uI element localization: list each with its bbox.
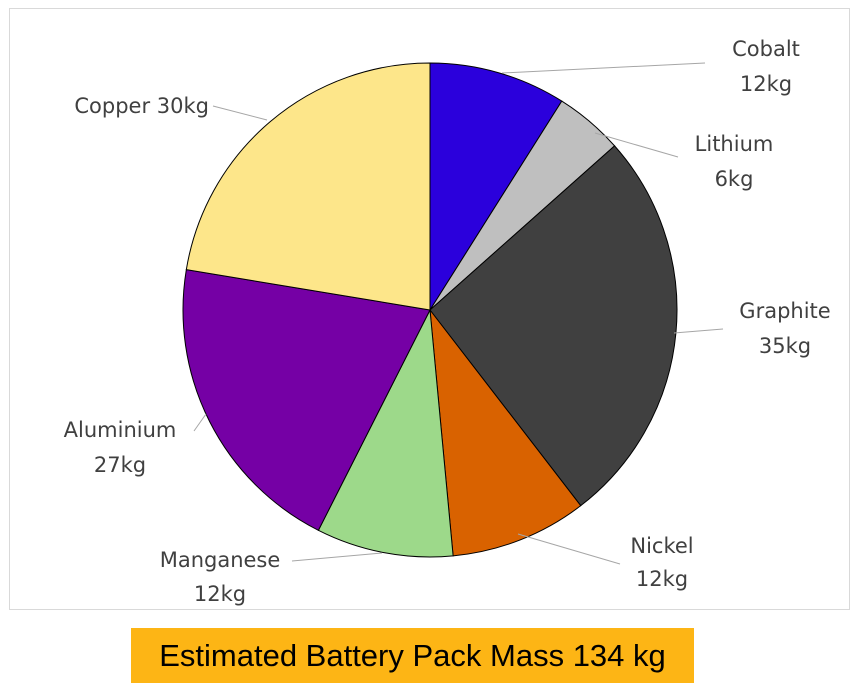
slice-label-copper: Copper 30kg	[74, 94, 209, 118]
slice-label-aluminium: Aluminium	[64, 418, 177, 442]
chart-title-box: Estimated Battery Pack Mass 134 kg	[131, 628, 694, 683]
slice-value-lithium: 6kg	[715, 167, 754, 191]
pie-slice-nickel	[429, 308, 582, 557]
leader-line-graphite	[673, 328, 724, 334]
leader-line-aluminium	[193, 413, 207, 432]
slice-value-graphite: 35kg	[759, 334, 811, 358]
chart-title: Estimated Battery Pack Mass 134 kg	[159, 637, 666, 673]
slice-label-graphite: Graphite	[739, 299, 830, 323]
pie-chart: Cobalt 12kg Lithium 6kg Graphite 35kg Nickel 12…	[64, 37, 831, 606]
slice-label-lithium: Lithium	[695, 132, 774, 156]
pie-slice-cobalt	[429, 62, 563, 312]
slice-value-aluminium: 27kg	[94, 453, 146, 477]
leader-line-nickel	[517, 533, 621, 565]
slice-label-cobalt: Cobalt	[732, 37, 800, 61]
leader-line-lithium	[594, 132, 679, 158]
leader-line-manganese	[291, 552, 383, 562]
slice-value-manganese: 12kg	[194, 582, 246, 606]
chart-area: Cobalt 12kg Lithium 6kg Graphite 35kg Nickel 12…	[9, 8, 850, 610]
leader-line-copper	[212, 105, 268, 121]
pie-slice-aluminium	[182, 269, 431, 532]
leader-line-cobalt	[501, 62, 706, 74]
slice-label-manganese: Manganese	[160, 548, 281, 572]
pie-slice-manganese	[317, 308, 454, 558]
slice-label-nickel: Nickel	[630, 534, 693, 558]
slice-value-cobalt: 12kg	[740, 72, 792, 96]
slice-value-nickel: 12kg	[636, 567, 688, 591]
pie-slice-copper	[185, 62, 431, 311]
